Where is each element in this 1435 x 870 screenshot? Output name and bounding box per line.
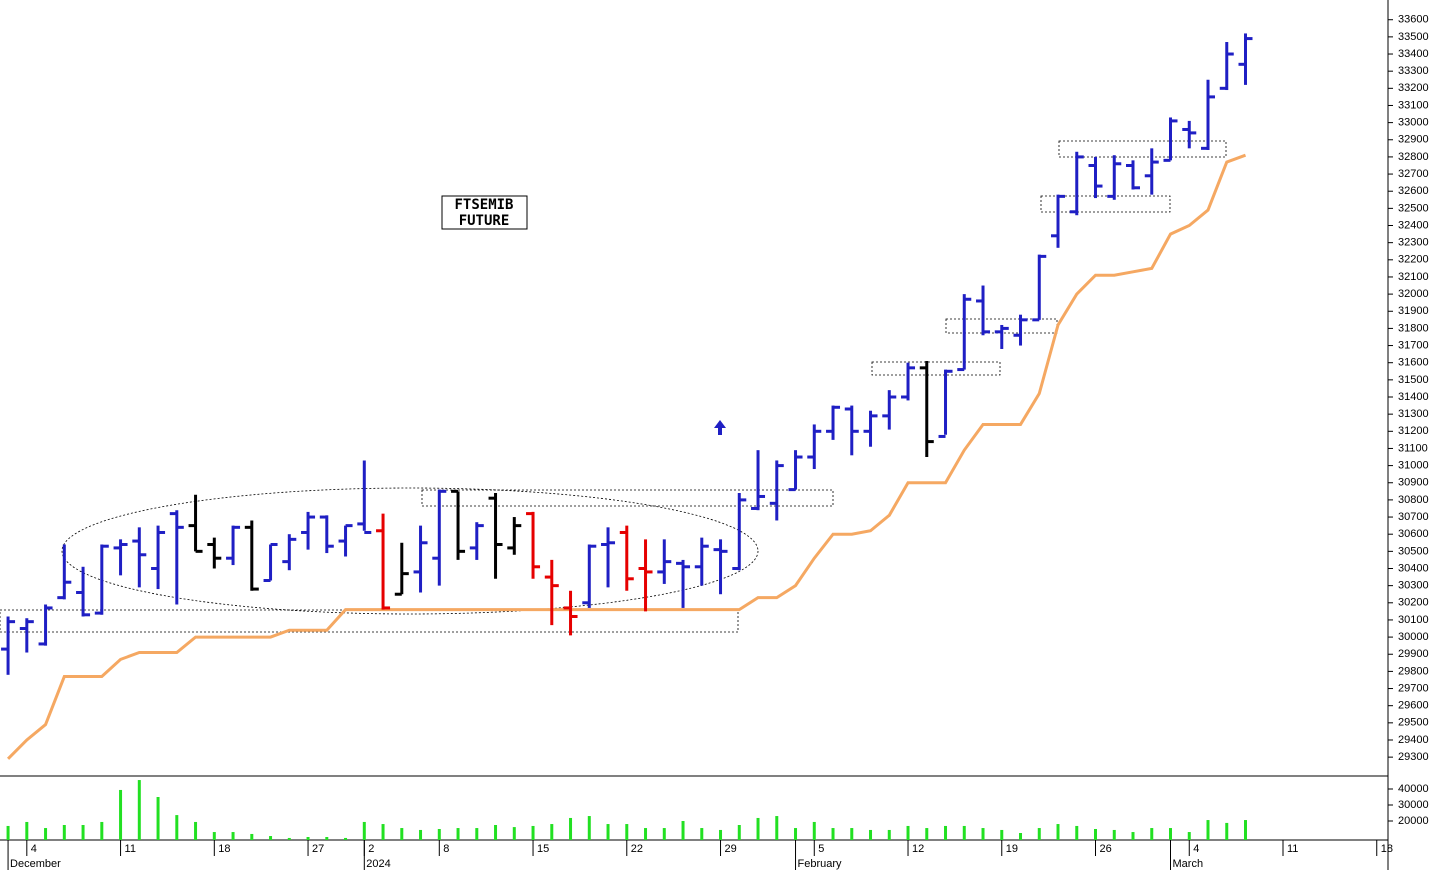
y-tick-label: 33100 bbox=[1398, 99, 1429, 111]
x-tick-label: 29 bbox=[725, 843, 737, 855]
y-tick-label: 33000 bbox=[1398, 117, 1429, 129]
y-tick-label: 30700 bbox=[1398, 511, 1429, 523]
y-tick-label: 32700 bbox=[1398, 168, 1429, 180]
y-tick-label: 33500 bbox=[1398, 31, 1429, 43]
y-tick-label: 31900 bbox=[1398, 305, 1429, 317]
y-tick-label: 33300 bbox=[1398, 65, 1429, 77]
period-label: 2024 bbox=[366, 858, 390, 870]
y-tick-label: 30100 bbox=[1398, 614, 1429, 626]
y-tick-label: 32400 bbox=[1398, 219, 1429, 231]
x-tick-label: 4 bbox=[31, 843, 37, 855]
signal-arrow bbox=[714, 420, 726, 435]
x-tick-label: 5 bbox=[818, 843, 824, 855]
y-tick-label: 33400 bbox=[1398, 48, 1429, 60]
volume-tick-label: 20000 bbox=[1398, 815, 1429, 827]
y-tick-label: 32200 bbox=[1398, 254, 1429, 266]
period-label: December bbox=[10, 858, 61, 870]
y-tick-label: 29400 bbox=[1398, 734, 1429, 746]
pattern-ellipse bbox=[61, 487, 759, 615]
y-tick-label: 32900 bbox=[1398, 134, 1429, 146]
period-label: February bbox=[798, 858, 843, 870]
volume-tick-label: 30000 bbox=[1398, 799, 1429, 811]
y-tick-label: 32500 bbox=[1398, 202, 1429, 214]
range-box bbox=[1058, 140, 1227, 158]
y-tick-label: 32800 bbox=[1398, 151, 1429, 163]
y-tick-label: 33600 bbox=[1398, 14, 1429, 26]
y-tick-label: 31200 bbox=[1398, 425, 1429, 437]
x-tick-label: 18 bbox=[1381, 843, 1393, 855]
x-tick-label: 2 bbox=[368, 843, 374, 855]
y-tick-label: 31800 bbox=[1398, 322, 1429, 334]
y-tick-label: 29800 bbox=[1398, 665, 1429, 677]
annotation-box bbox=[441, 195, 528, 230]
y-tick-label: 30900 bbox=[1398, 477, 1429, 489]
x-tick-label: 26 bbox=[1100, 843, 1112, 855]
range-box bbox=[421, 489, 834, 507]
x-tick-label: 19 bbox=[1006, 843, 1018, 855]
y-tick-label: 29600 bbox=[1398, 700, 1429, 712]
x-tick-label: 11 bbox=[1287, 843, 1298, 855]
x-tick-label: 8 bbox=[443, 843, 449, 855]
y-tick-label: 31400 bbox=[1398, 391, 1429, 403]
range-box bbox=[871, 361, 1001, 376]
y-tick-label: 31000 bbox=[1398, 460, 1429, 472]
y-tick-label: 31300 bbox=[1398, 408, 1429, 420]
y-tick-label: 30300 bbox=[1398, 580, 1429, 592]
y-tick-label: 32300 bbox=[1398, 237, 1429, 249]
y-tick-label: 31500 bbox=[1398, 374, 1429, 386]
y-tick-label: 30200 bbox=[1398, 597, 1429, 609]
period-label: March bbox=[1173, 858, 1204, 870]
y-tick-label: 32600 bbox=[1398, 185, 1429, 197]
y-tick-label: 29300 bbox=[1398, 751, 1429, 763]
y-tick-label: 30000 bbox=[1398, 631, 1429, 643]
y-tick-label: 29700 bbox=[1398, 682, 1429, 694]
x-tick-label: 15 bbox=[537, 843, 549, 855]
range-box bbox=[1040, 195, 1171, 213]
x-tick-label: 12 bbox=[912, 843, 924, 855]
y-tick-label: 30500 bbox=[1398, 545, 1429, 557]
x-tick-label: 4 bbox=[1193, 843, 1199, 855]
y-tick-label: 30600 bbox=[1398, 528, 1429, 540]
y-tick-label: 32100 bbox=[1398, 271, 1429, 283]
x-tick-label: 18 bbox=[218, 843, 230, 855]
y-tick-label: 33200 bbox=[1398, 82, 1429, 94]
x-tick-label: 11 bbox=[125, 843, 136, 855]
y-tick-label: 31100 bbox=[1398, 442, 1428, 454]
x-tick-label: 22 bbox=[631, 843, 643, 855]
x-tick-label: 27 bbox=[312, 843, 324, 855]
y-tick-label: 29500 bbox=[1398, 717, 1429, 729]
volume-tick-label: 40000 bbox=[1398, 783, 1429, 795]
stop-line bbox=[6, 153, 1247, 760]
y-tick-label: 31600 bbox=[1398, 357, 1429, 369]
annotation: FUTURE bbox=[459, 213, 510, 229]
y-tick-label: 29900 bbox=[1398, 648, 1429, 660]
y-tick-label: 31700 bbox=[1398, 339, 1429, 351]
y-tick-label: 32000 bbox=[1398, 288, 1429, 300]
y-tick-label: 30800 bbox=[1398, 494, 1429, 506]
annotation: FTSEMIB bbox=[454, 197, 513, 213]
y-tick-label: 30400 bbox=[1398, 562, 1429, 574]
